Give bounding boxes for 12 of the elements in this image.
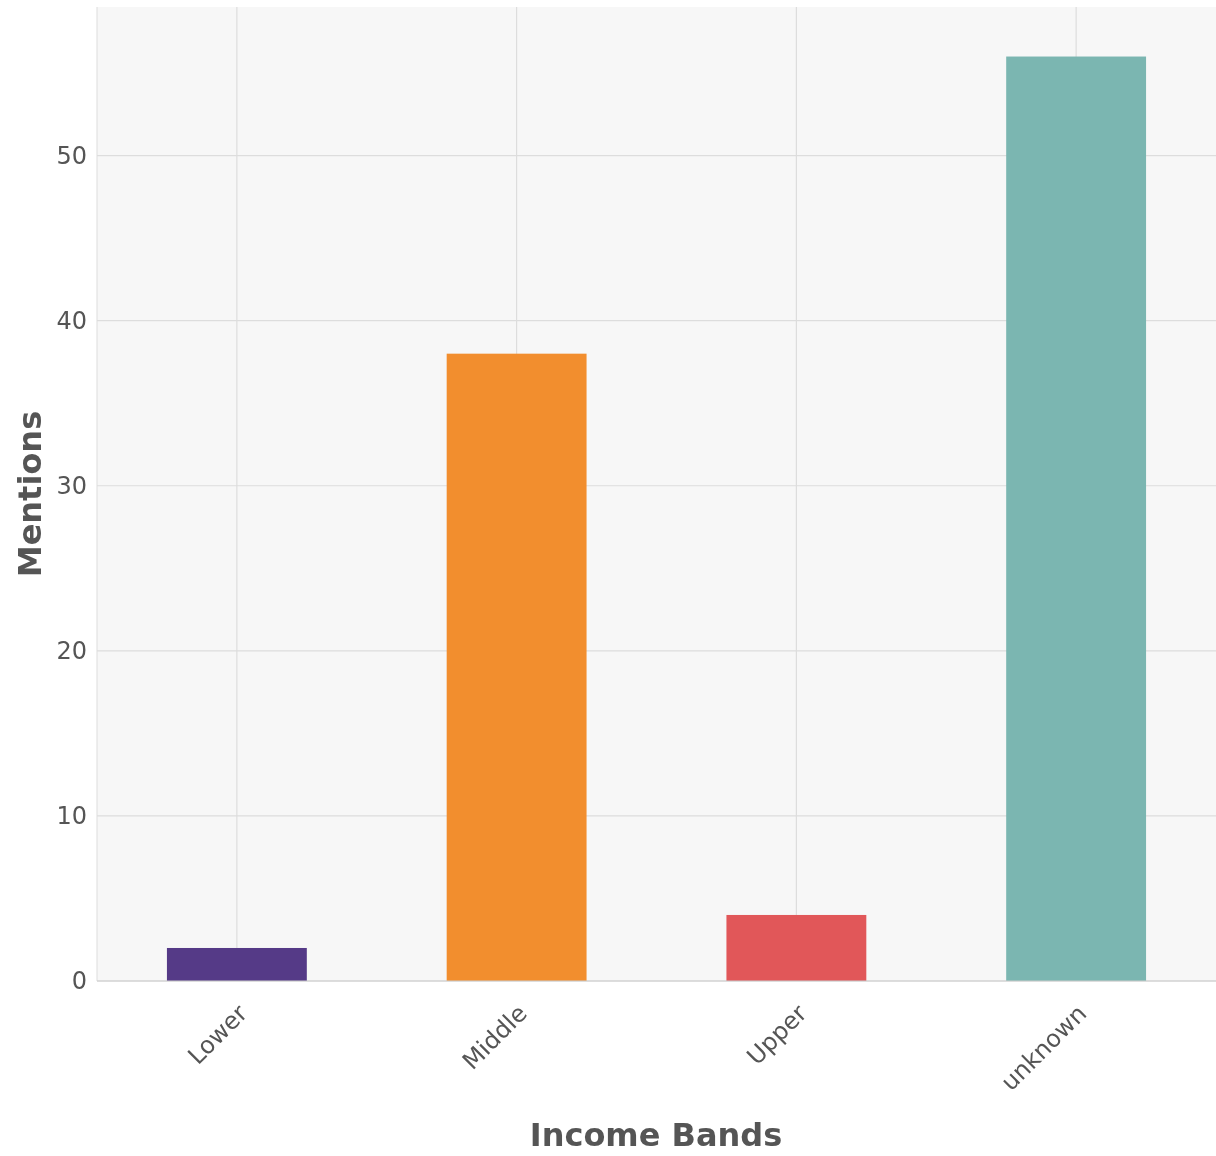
y-tick-label: 30 <box>56 472 87 501</box>
y-tick-label: 10 <box>56 802 87 831</box>
bar <box>726 914 867 981</box>
y-tick-label: 40 <box>56 307 87 336</box>
x-axis-title: Income Bands <box>529 1116 783 1154</box>
y-tick-label: 20 <box>56 637 87 666</box>
y-tick-label: 50 <box>56 141 87 170</box>
bar <box>1006 56 1147 981</box>
bar <box>166 947 307 981</box>
y-tick-label: 0 <box>71 967 87 996</box>
y-axis-title: Mentions <box>11 410 49 578</box>
bar <box>446 353 587 981</box>
